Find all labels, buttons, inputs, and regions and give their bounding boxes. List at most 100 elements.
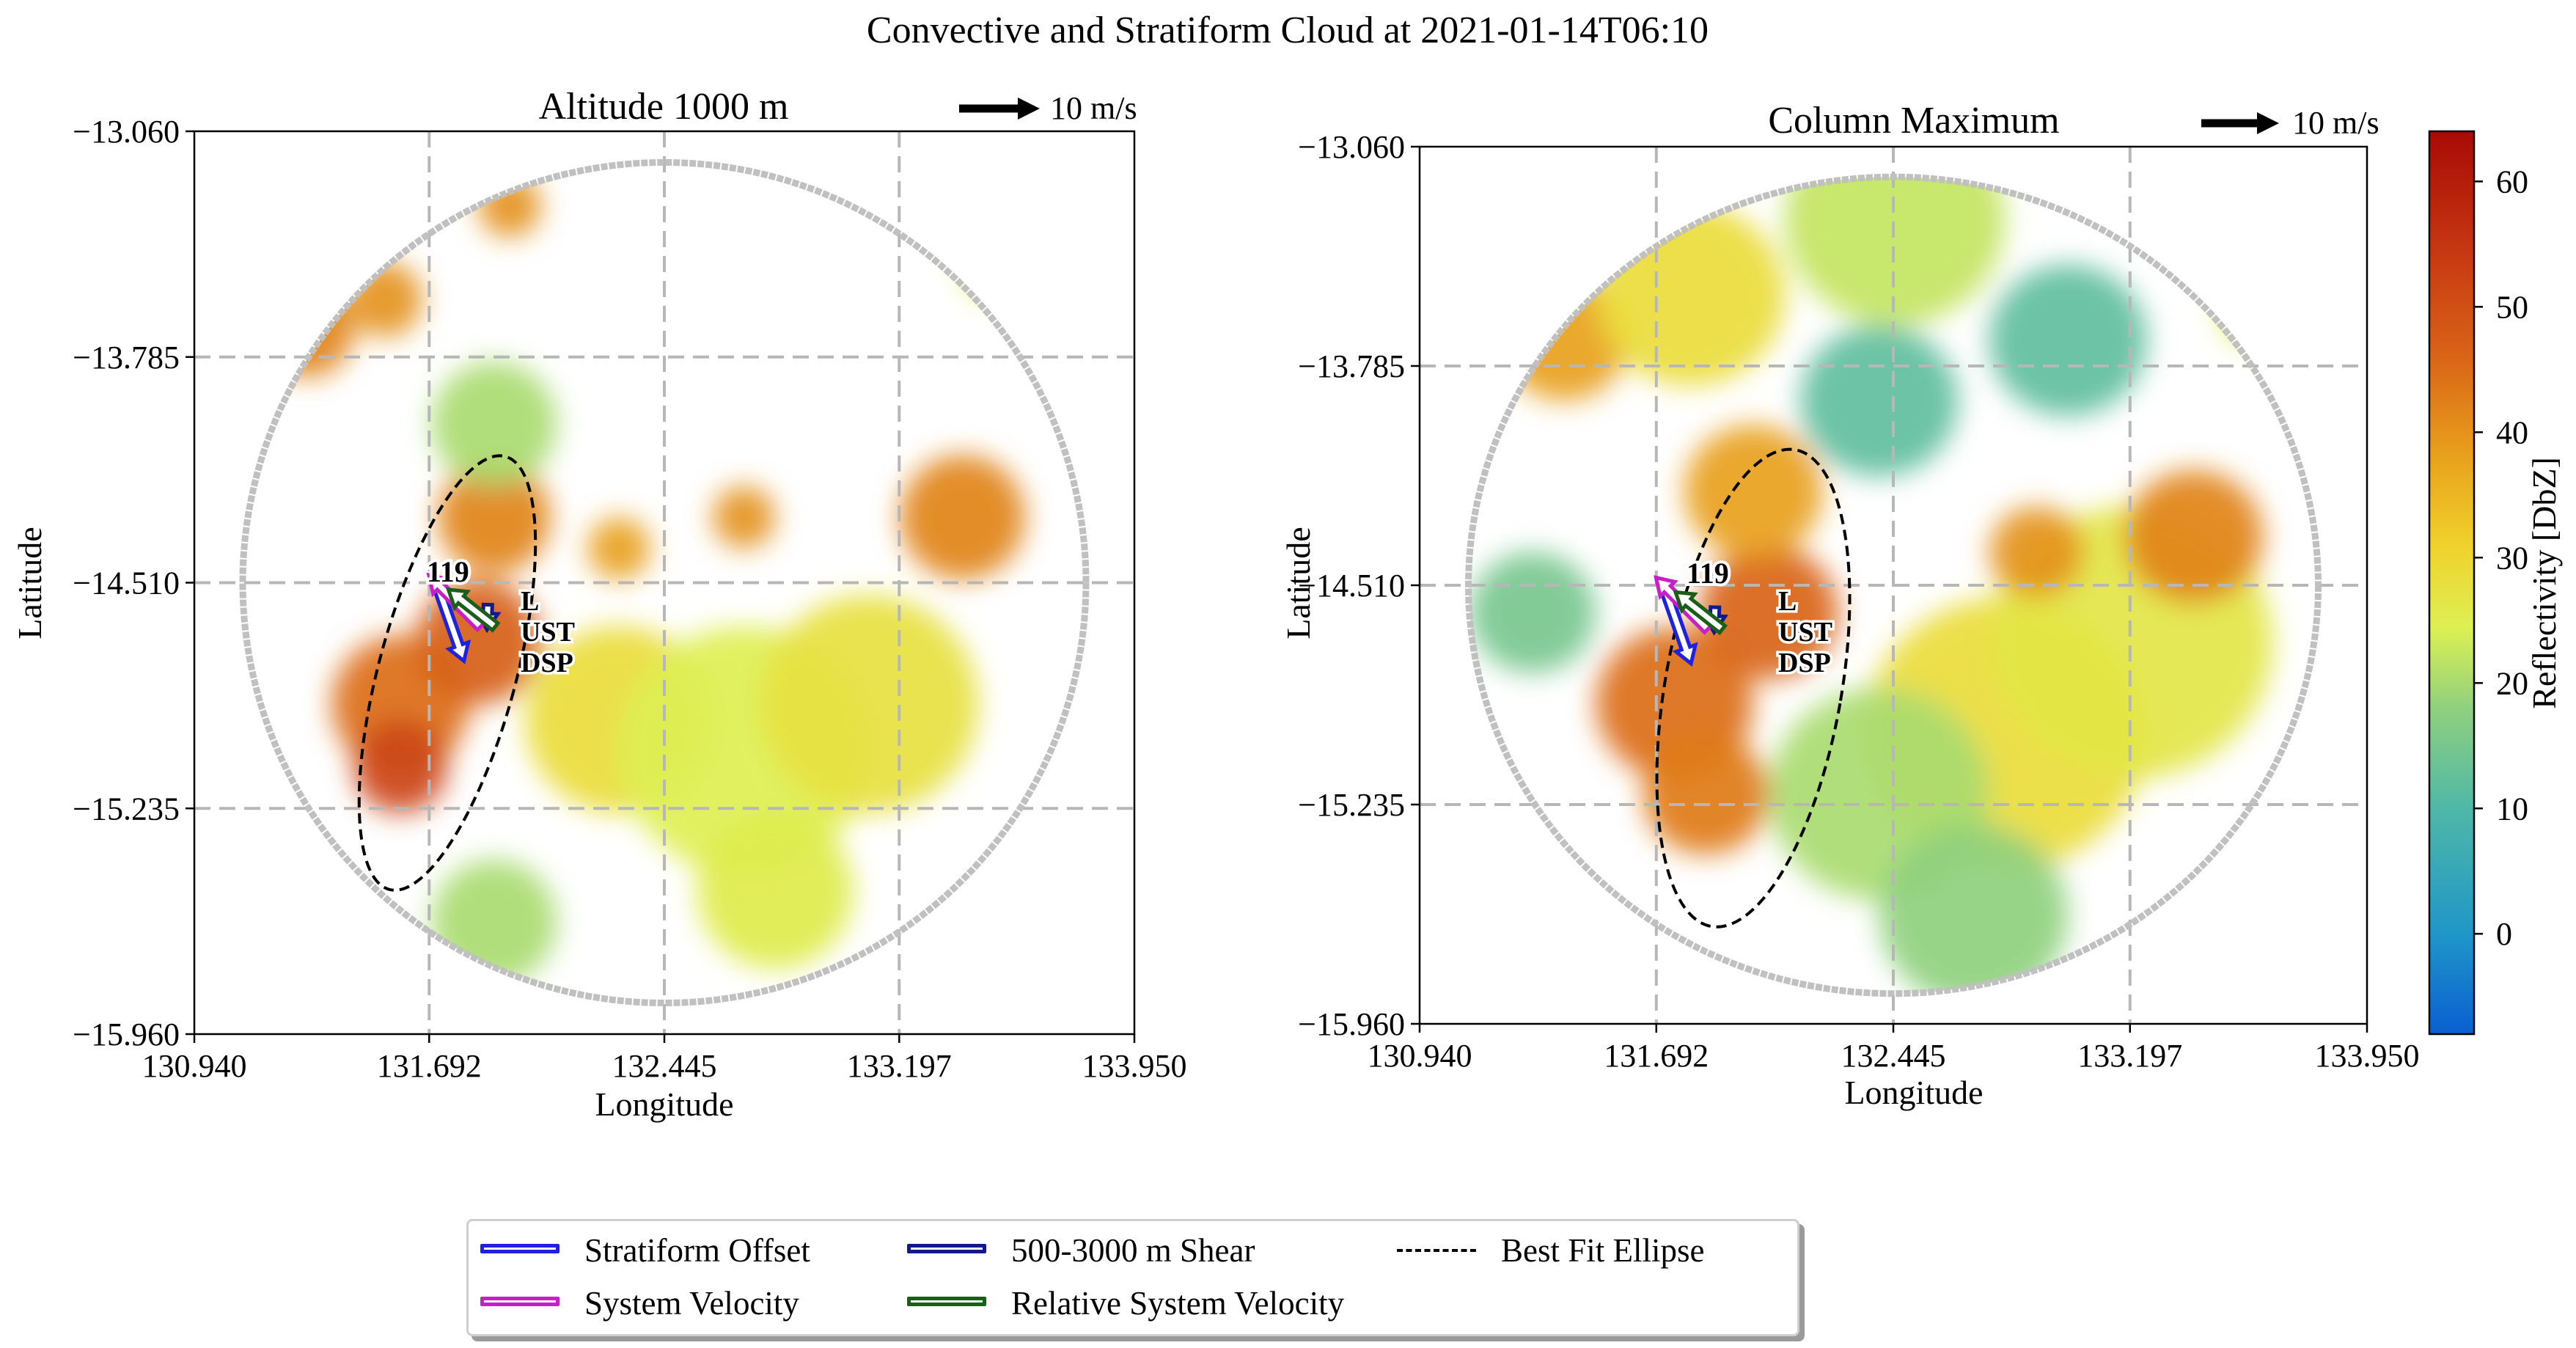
- x-tick-label: 133.197: [847, 1048, 952, 1084]
- x-tick-label: 130.940: [142, 1048, 247, 1084]
- grid-lines: [194, 131, 1134, 1034]
- x-tick-label: 133.950: [1082, 1048, 1187, 1084]
- best-fit-ellipse: [357, 454, 537, 892]
- range-ring: [239, 158, 1090, 1007]
- legend: Stratiform Offset System Velocity 500-3000…: [466, 1219, 1799, 1336]
- reflectivity-cell: [1700, 546, 1838, 679]
- colorbar-tick-label: 0: [2496, 916, 2512, 952]
- colorbar-gradient: [2428, 130, 2476, 1036]
- panel-title: Column Maximum: [1768, 100, 2059, 142]
- reflectivity-field: [260, 175, 1025, 985]
- panel-title: Altitude 1000 m: [539, 86, 789, 128]
- ellipse-outline: [357, 454, 537, 892]
- reflectivity-cell: [431, 362, 557, 486]
- panel-column-maximum: Column Maximum 10 m/s 119 L UST DSP 130.…: [1280, 100, 2420, 1111]
- system-markers: 119 L UST DSP: [1684, 554, 1835, 681]
- legend-swatch: [476, 1281, 564, 1325]
- reflectivity-cell: [1784, 177, 2006, 326]
- colorbar-tick-label: 20: [2496, 665, 2528, 701]
- x-tick-label: 133.950: [2315, 1038, 2420, 1074]
- x-axis-label: Longitude: [595, 1085, 733, 1123]
- legend-label: Relative System Velocity: [1011, 1285, 1345, 1322]
- system-vectors: [1654, 575, 1729, 667]
- x-tick-label: 133.197: [2077, 1038, 2182, 1074]
- reflectivity-cell: [347, 262, 422, 337]
- legend-label: 500-3000 m Shear: [1011, 1232, 1255, 1269]
- reflectivity-cell: [962, 237, 1025, 300]
- figure-title: Convective and Stratiform Cloud at 2021-…: [867, 10, 1709, 51]
- x-tick-label: 131.692: [377, 1048, 482, 1084]
- legend-label: Best Fit Ellipse: [1501, 1232, 1705, 1269]
- reflectivity-disk: [260, 175, 1025, 985]
- legend-item: System Velocity: [476, 1281, 799, 1325]
- y-tick-label: −13.785: [1298, 348, 1405, 384]
- dsp-label: DSP: [1778, 648, 1831, 678]
- reflectivity-cell: [900, 455, 1025, 580]
- reflectivity-cell: [2124, 470, 2264, 604]
- reflectivity-cell: [587, 517, 650, 580]
- reflectivity-cell: [1989, 264, 2147, 417]
- y-tick-label: −13.060: [1298, 129, 1405, 165]
- reflectivity-cell: [713, 486, 776, 549]
- reflectivity-cell: [1469, 552, 1596, 673]
- stratiform-offset-arrow: [430, 579, 471, 664]
- colorbar-ticks: 0 10 20 30 40 50 60: [2474, 164, 2528, 952]
- relative-velocity-arrow: [1673, 590, 1728, 636]
- radar-range-ring: [1465, 173, 2322, 997]
- y-tick-label: −15.235: [73, 791, 180, 827]
- ellipse-outline: [1655, 447, 1852, 928]
- reflectivity-field: [1469, 177, 2295, 994]
- range-ring: [1465, 173, 2322, 997]
- dsp-label: DSP: [521, 648, 573, 678]
- reflectivity-cell: [1879, 824, 2069, 994]
- axis-ticks: 130.940 131.692 132.445 133.197 133.950 −13.0…: [73, 114, 1186, 1084]
- y-tick-label: −15.235: [1298, 787, 1405, 823]
- reflectivity-cell: [1643, 733, 1769, 855]
- system-markers: 119 L UST DSP: [424, 552, 577, 681]
- system-id-label: 119: [427, 555, 469, 588]
- y-tick-label: −15.960: [1298, 1006, 1405, 1042]
- legend-item: 500-3000 m Shear: [903, 1228, 1255, 1272]
- scale-arrow: 10 m/s: [2201, 105, 2379, 141]
- ust-label: UST: [1778, 617, 1832, 648]
- legend-label: System Velocity: [584, 1285, 799, 1322]
- reflectivity-cell: [1596, 204, 1785, 386]
- system-vectors: [426, 572, 502, 664]
- legend-swatch: [476, 1228, 564, 1272]
- scale-arrow-label: 10 m/s: [2292, 105, 2379, 141]
- best-fit-ellipse: [1655, 447, 1852, 928]
- y-tick-label: −14.510: [1298, 568, 1405, 604]
- x-tick-label: 131.692: [1604, 1038, 1709, 1074]
- reflectivity-cell: [1989, 506, 2084, 598]
- y-axis-label: Latitude: [11, 527, 48, 639]
- y-axis-label: Latitude: [1280, 527, 1317, 639]
- scale-arrow-label: 10 m/s: [1050, 90, 1137, 126]
- reflectivity-cell: [353, 719, 447, 813]
- colorbar-tick-label: 30: [2496, 540, 2528, 576]
- legend-item: Relative System Velocity: [903, 1281, 1344, 1325]
- legend-item: Stratiform Offset: [476, 1228, 810, 1272]
- x-axis-label: Longitude: [1844, 1074, 1983, 1111]
- stratiform-offset-arrow: [1656, 581, 1698, 667]
- y-tick-label: −14.510: [73, 565, 180, 601]
- scale-arrow: 10 m/s: [959, 90, 1137, 126]
- colorbar: 0 10 20 30 40 50 60 Reflectivity [DbZ]: [2428, 130, 2563, 1036]
- colorbar-tick-label: 40: [2496, 414, 2528, 450]
- y-tick-label: −13.060: [73, 114, 180, 150]
- relative-velocity-arrow: [445, 587, 501, 633]
- legend-label: Stratiform Offset: [584, 1232, 810, 1269]
- reflectivity-cell: [438, 461, 551, 574]
- panel-altitude-1000m: Altitude 1000 m 10 m/s 119 L UST DSP 130…: [11, 86, 1187, 1123]
- x-tick-label: 130.940: [1368, 1038, 1472, 1074]
- x-tick-label: 132.445: [612, 1048, 717, 1084]
- reflectivity-cell: [1684, 425, 1823, 558]
- radar-range-ring: [239, 158, 1090, 1007]
- reflectivity-cell: [697, 813, 854, 969]
- legend-swatch: [903, 1228, 991, 1272]
- reflectivity-disk: [1469, 177, 2295, 994]
- axis-ticks: 130.940 131.692 132.445 133.197 133.950 −13.0…: [1298, 129, 2419, 1074]
- system-id-label: 119: [1687, 557, 1729, 590]
- legend-item: Best Fit Ellipse: [1392, 1228, 1705, 1272]
- legend-swatch: [1392, 1228, 1480, 1272]
